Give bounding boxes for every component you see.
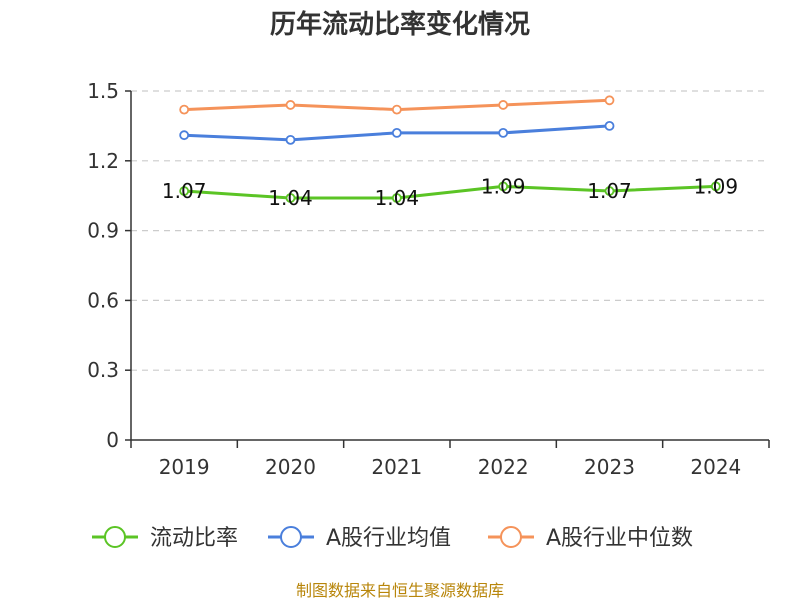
x-tick-label: 2024	[690, 455, 741, 479]
y-tick-label: 0	[106, 428, 119, 452]
legend-label: A股行业中位数	[546, 526, 693, 551]
data-label: 1.04	[268, 186, 313, 210]
legend: 流动比率 A股行业均值 A股行业中位数	[92, 526, 693, 551]
data-point	[604, 186, 615, 196]
data-point	[604, 121, 615, 131]
legend-item[interactable]: A股行业均值	[268, 526, 451, 551]
data-label: 1.07	[587, 179, 632, 203]
y-tick-label: 1.5	[87, 79, 119, 103]
axes: 0 0.3 0.6 0.9 1.2 1.5 2019 2020 2021 2022 2023 2024	[87, 79, 770, 479]
source-note: 制图数据来自恒生聚源数据库	[296, 581, 504, 600]
legend-item[interactable]: 流动比率	[92, 526, 238, 551]
y-tick-label: 0.3	[87, 358, 119, 382]
data-point	[285, 193, 296, 203]
data-point	[285, 134, 296, 145]
series-group: 1.07 1.04 1.04 1.09 1.07 1.09	[162, 95, 739, 210]
x-tick-label: 2023	[584, 455, 635, 479]
series-line	[184, 184, 716, 200]
data-label: 1.07	[162, 179, 207, 203]
legend-swatch-marker	[104, 526, 126, 548]
data-label: 1.09	[694, 174, 739, 198]
data-point	[179, 104, 190, 115]
x-tick-label: 2020	[265, 455, 316, 479]
y-tick-label: 1.2	[87, 149, 119, 173]
x-tick-label: 2022	[478, 455, 529, 479]
x-tick-label: 2019	[159, 455, 210, 479]
data-point	[498, 181, 509, 192]
legend-label: A股行业均值	[326, 526, 451, 551]
data-point	[498, 100, 509, 110]
data-label: 1.04	[375, 186, 420, 210]
data-point	[391, 104, 402, 115]
legend-swatch-marker	[280, 526, 302, 548]
data-point	[604, 95, 615, 106]
y-tick-label: 0.6	[87, 288, 119, 312]
data-point	[179, 186, 190, 196]
legend-swatch-marker	[500, 526, 522, 548]
data-point	[179, 130, 190, 141]
data-point	[391, 127, 402, 138]
x-tick-label: 2021	[371, 455, 422, 479]
data-label: 1.09	[481, 174, 526, 198]
data-point	[710, 181, 721, 192]
legend-label: 流动比率	[150, 526, 238, 551]
data-point	[498, 127, 509, 138]
chart-title: 历年流动比率变化情况	[270, 9, 530, 40]
data-point	[391, 193, 402, 203]
data-point	[285, 100, 296, 110]
y-tick-label: 0.9	[87, 219, 119, 243]
grid-lines	[131, 90, 769, 371]
legend-item[interactable]: A股行业中位数	[488, 526, 693, 551]
